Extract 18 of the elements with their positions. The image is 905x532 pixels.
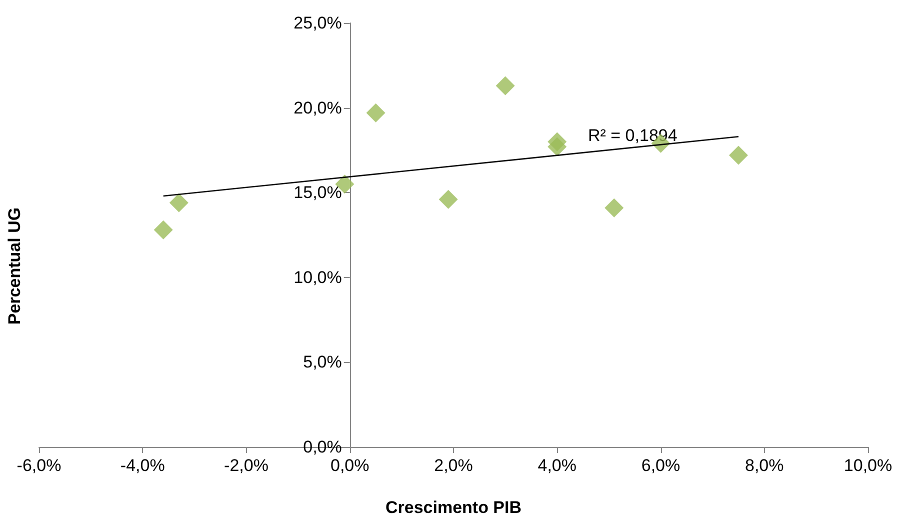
y-tick-label: 0,0%	[303, 438, 342, 456]
annotation: R² = 0,1894	[588, 126, 678, 145]
y-tick-label: 15,0%	[294, 183, 342, 202]
y-tick-label: 20,0%	[294, 98, 342, 118]
y-tick-label: 5,0%	[303, 352, 342, 372]
x-tick-label: -2,0%	[224, 456, 268, 475]
x-tick-label: -4,0%	[120, 456, 165, 475]
y-axis-title: Percentual UG	[5, 207, 24, 325]
y-tick-label: 25,0%	[294, 14, 342, 32]
x-tick-label: 10,0%	[844, 456, 892, 475]
x-tick-label: 4,0%	[538, 456, 576, 475]
x-tick-label: 8,0%	[745, 456, 784, 475]
x-tick-label: 2,0%	[434, 456, 473, 475]
x-tick-label: 6,0%	[641, 456, 680, 475]
x-tick-label: -6,0%	[16, 456, 62, 475]
x-axis-title: Crescimento PIB	[385, 498, 522, 517]
x-tick-label: 0,0%	[330, 456, 370, 475]
y-tick-label: 10,0%	[294, 268, 342, 287]
